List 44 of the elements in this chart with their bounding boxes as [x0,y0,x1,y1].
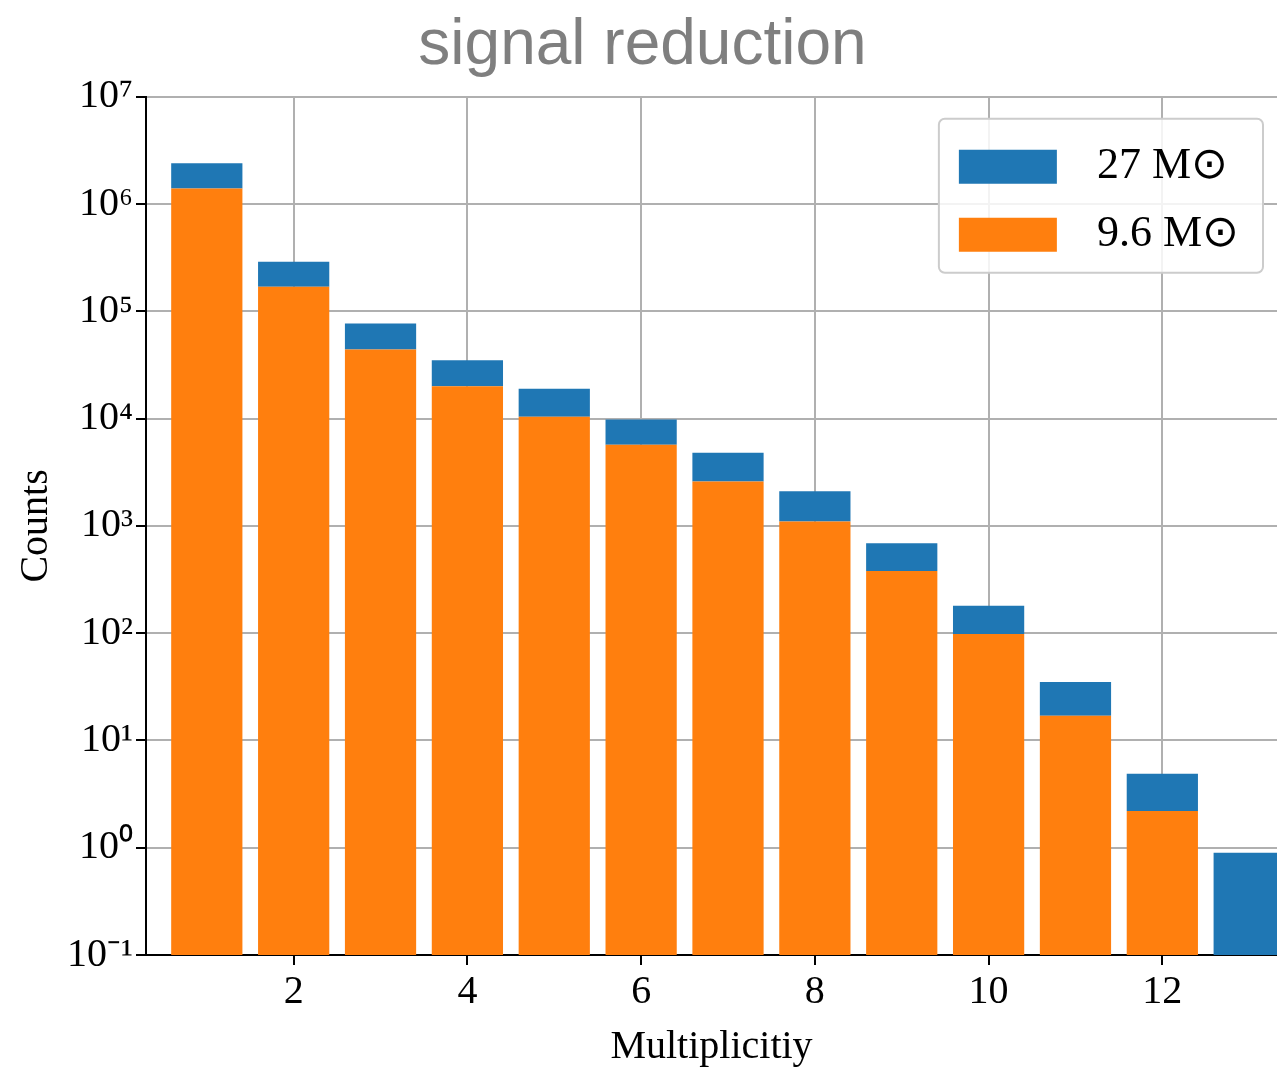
bar [344,323,417,350]
y-tick-label: 10³ [80,500,133,546]
y-tick-label: 10⁵ [79,285,133,331]
bar [866,543,938,571]
bar [258,261,330,287]
bar [605,419,677,445]
y-tick-label: 10² [80,607,133,653]
x-tick-label: 10 [968,966,1009,1012]
x-tick-label: 4 [457,966,478,1012]
bar [1126,773,1198,811]
bar [1039,682,1112,716]
y-tick-label: 10⁷ [79,71,133,117]
bar [952,605,1025,635]
y-tick-label: 10⁻¹ [66,929,133,975]
y-tick-label: 10⁴ [79,393,133,439]
bar [1126,810,1198,955]
legend-label: 27 M⊙ [1096,139,1228,189]
bar [171,163,243,189]
bar [518,388,590,417]
y-tick-label: 10⁰ [78,822,133,868]
bar [779,521,851,955]
bar [171,188,243,955]
bar [431,360,504,387]
bar [692,452,764,482]
x-tick-label: 12 [1142,966,1183,1012]
y-tick-label: 10⁶ [79,178,133,224]
bar [866,570,938,955]
bar [344,349,417,955]
legend-label: 9.6 M⊙ [1096,207,1239,257]
bar [518,416,590,955]
bar [692,481,764,955]
bar [431,386,504,955]
y-axis-title: Counts [10,469,56,583]
bar [952,634,1025,955]
y-tick-label: 10¹ [80,714,133,760]
bar [1039,715,1112,955]
x-tick-label: 2 [283,966,304,1012]
bar [779,491,851,522]
bar [258,286,330,955]
bar [605,444,677,955]
chart-title: signal reduction [418,6,867,79]
x-tick-label: 6 [631,966,652,1012]
x-axis-title: Multiplicitiy [610,1021,813,1067]
x-tick-label: 8 [804,966,825,1012]
